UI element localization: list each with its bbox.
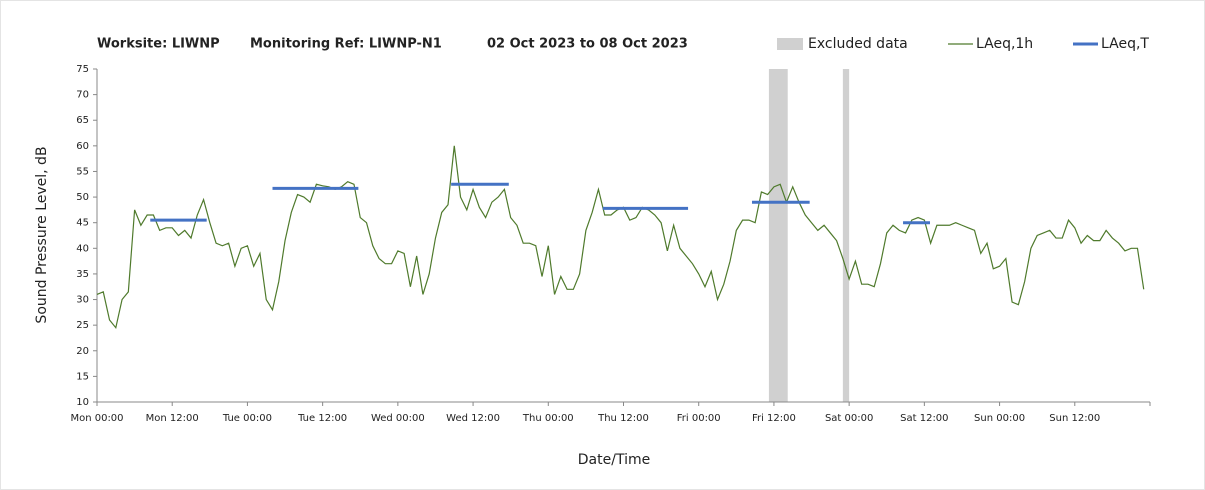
chart-title: Worksite: LIWNP (97, 37, 220, 52)
x-tick-label: Fri 12:00 (752, 413, 796, 424)
legend-swatch (777, 38, 803, 50)
x-tick-label: Tue 12:00 (297, 413, 347, 424)
legend-label: LAeq,1h (976, 36, 1033, 52)
x-tick-label: Wed 12:00 (446, 413, 500, 424)
y-tick-label: 60 (76, 141, 89, 152)
x-tick-label: Sat 12:00 (900, 413, 948, 424)
excluded-band (842, 69, 850, 402)
x-tick-label: Tue 00:00 (222, 413, 272, 424)
x-tick-label: Sun 00:00 (974, 413, 1025, 424)
y-tick-label: 10 (76, 397, 89, 408)
x-tick-label: Thu 12:00 (597, 413, 649, 424)
legend-label: LAeq,T (1101, 36, 1149, 52)
y-tick-label: 55 (76, 166, 89, 177)
y-tick-label: 75 (76, 64, 89, 75)
y-tick-label: 65 (76, 115, 89, 126)
y-tick-label: 20 (76, 346, 89, 357)
x-tick-label: Thu 00:00 (522, 413, 574, 424)
x-tick-label: Sun 12:00 (1049, 413, 1100, 424)
y-tick-label: 25 (76, 320, 89, 331)
x-axis-label: Date/Time (578, 452, 650, 468)
y-tick-label: 35 (76, 269, 89, 280)
y-tick-label: 40 (76, 243, 89, 254)
y-tick-label: 45 (76, 218, 89, 229)
x-tick-label: Fri 00:00 (677, 413, 721, 424)
y-tick-label: 50 (76, 192, 89, 203)
y-tick-label: 70 (76, 90, 89, 101)
chart-title: Monitoring Ref: LIWNP-N1 (250, 37, 442, 52)
legend-label: Excluded data (808, 36, 908, 52)
x-tick-label: Mon 12:00 (146, 413, 199, 424)
x-tick-label: Wed 00:00 (371, 413, 425, 424)
y-tick-label: 15 (76, 371, 89, 382)
x-tick-label: Mon 00:00 (70, 413, 123, 424)
excluded-band (768, 69, 788, 402)
y-tick-label: 30 (76, 295, 89, 306)
x-tick-label: Sat 00:00 (825, 413, 873, 424)
chart-title: 02 Oct 2023 to 08 Oct 2023 (487, 37, 688, 52)
y-axis-label: Sound Pressure Level, dB (34, 146, 50, 323)
